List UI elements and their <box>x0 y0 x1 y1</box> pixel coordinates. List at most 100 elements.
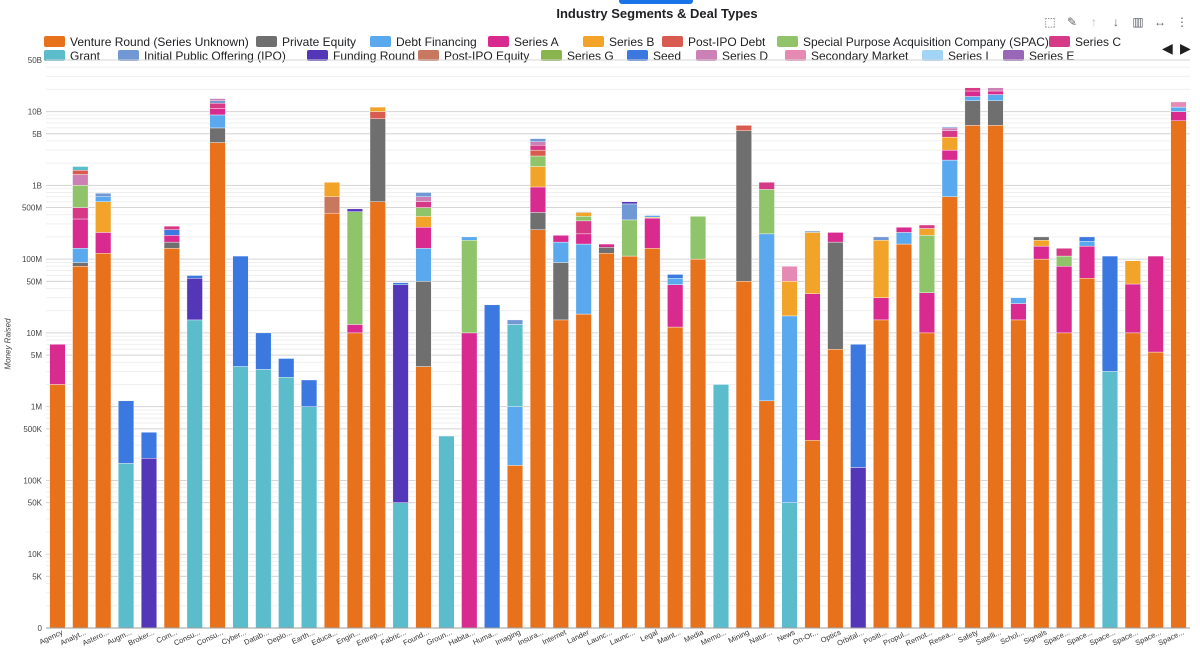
y-tick-label: 1M <box>31 403 42 412</box>
arrow-down-icon[interactable]: ↓ <box>1113 15 1119 29</box>
bar-segment <box>72 248 89 263</box>
bar-segment <box>575 243 592 315</box>
legend-item[interactable]: Post-IPO Debt <box>662 34 765 49</box>
bar-segment <box>95 201 112 233</box>
legend-item[interactable]: Series I <box>922 48 989 63</box>
bar-segment <box>987 100 1004 126</box>
bar-segment <box>827 241 844 350</box>
bar-segment <box>324 196 340 214</box>
bar-segment <box>1033 236 1050 241</box>
bar-segment <box>232 366 249 629</box>
bar-segment <box>415 366 432 629</box>
bar-segment <box>118 463 135 629</box>
bar-stack <box>941 126 958 629</box>
bar-segment <box>804 440 821 629</box>
bar-segment <box>575 220 592 235</box>
translate-icon[interactable]: ↔ <box>1154 15 1166 29</box>
legend-item[interactable]: Debt Financing <box>370 34 477 49</box>
bar-segment <box>873 319 890 629</box>
legend-item[interactable]: Series D <box>696 48 768 63</box>
bar-segment <box>1079 245 1096 279</box>
legend-item[interactable]: Funding Round <box>307 48 415 63</box>
bar-segment <box>415 201 432 208</box>
bar-segment <box>758 182 775 190</box>
bar-segment <box>552 262 569 321</box>
bar-segment <box>621 255 638 629</box>
bar-segment <box>255 369 272 629</box>
bar-segment <box>118 400 135 464</box>
bar-segment <box>209 127 226 143</box>
legend-swatch <box>541 50 562 61</box>
legend-item[interactable]: Venture Round (Series Unknown) <box>44 34 249 49</box>
legend-next-icon[interactable]: ▶ <box>1180 40 1191 56</box>
bar-segment <box>346 211 363 325</box>
legend-swatch <box>627 50 648 61</box>
legend-label: Special Purpose Acquisition Company (SPA… <box>803 34 1049 49</box>
legend-item[interactable]: Series A <box>488 34 559 49</box>
bar-segment <box>1056 266 1073 334</box>
legend-item[interactable]: Secondary Market <box>785 48 908 63</box>
legend-item[interactable]: Initial Public Offering (IPO) <box>118 48 286 63</box>
bar-stack <box>186 275 203 629</box>
legend-item[interactable]: Series E <box>1003 48 1074 63</box>
bar-stack <box>324 182 340 629</box>
bar-segment <box>575 212 592 217</box>
legend-item[interactable]: Seed <box>627 48 681 63</box>
bar-stack <box>415 192 432 629</box>
legend-label: Funding Round <box>333 48 416 63</box>
bar-segment <box>964 87 981 92</box>
bar-segment <box>987 94 1004 101</box>
bar-segment <box>552 319 569 629</box>
select-icon[interactable]: ⬚ <box>1044 15 1056 29</box>
legend-item[interactable]: Private Equity <box>256 34 356 49</box>
bar-stack <box>95 193 112 629</box>
legend-swatch <box>785 50 806 61</box>
bar-segment <box>667 284 684 328</box>
legend-item[interactable]: Grant <box>44 48 100 63</box>
bar-stack <box>72 166 89 629</box>
y-tick-label: 500K <box>23 425 42 434</box>
bar-segment <box>918 292 935 334</box>
bar-segment <box>964 96 981 101</box>
bar-segment <box>918 332 935 629</box>
bar-segment <box>758 233 775 402</box>
legend-prev-icon[interactable]: ◀ <box>1162 40 1173 56</box>
bar-stack <box>621 201 638 629</box>
legend-item[interactable]: Series B <box>583 34 654 49</box>
legend-label: Series G <box>567 48 614 63</box>
bar-segment <box>507 406 524 466</box>
bar-segment <box>575 216 592 222</box>
legend-item[interactable]: Series C <box>1049 34 1121 49</box>
legend-swatch <box>777 36 798 47</box>
chart-type-icon[interactable]: ▥ <box>1132 15 1144 29</box>
bar-segment <box>72 262 89 267</box>
bar-stack <box>438 435 455 629</box>
arrow-up-icon[interactable]: ↑ <box>1091 15 1097 29</box>
legend-item[interactable]: Special Purpose Acquisition Company (SPA… <box>777 34 1049 49</box>
bar-segment <box>758 400 775 629</box>
bar-segment <box>575 313 592 629</box>
bar-segment <box>438 435 455 629</box>
bar-stack <box>461 236 478 629</box>
bar-segment <box>72 174 89 186</box>
legend-swatch <box>256 36 277 47</box>
bar-segment <box>1079 236 1096 242</box>
pencil-icon[interactable]: ✎ <box>1066 15 1078 29</box>
x-tick-label: Deplo... <box>266 628 293 647</box>
bar-segment <box>232 255 249 367</box>
bar-stack <box>1010 297 1027 629</box>
bar-segment <box>346 332 363 629</box>
bar-segment <box>964 125 981 629</box>
bar-segment <box>324 182 340 197</box>
bar-segment <box>186 275 203 279</box>
bar-segment <box>278 377 295 629</box>
bar-segment <box>735 125 752 131</box>
y-tick-label: 1B <box>32 181 42 190</box>
y-tick-label: 10M <box>26 329 42 338</box>
legend-item[interactable]: Series G <box>541 48 614 63</box>
legend-item[interactable]: Post-IPO Equity <box>418 48 529 63</box>
legend-swatch <box>44 50 65 61</box>
bar-stack <box>163 225 180 629</box>
legend-label: Secondary Market <box>811 48 909 63</box>
more-vert-icon[interactable]: ⋮ <box>1176 15 1188 29</box>
